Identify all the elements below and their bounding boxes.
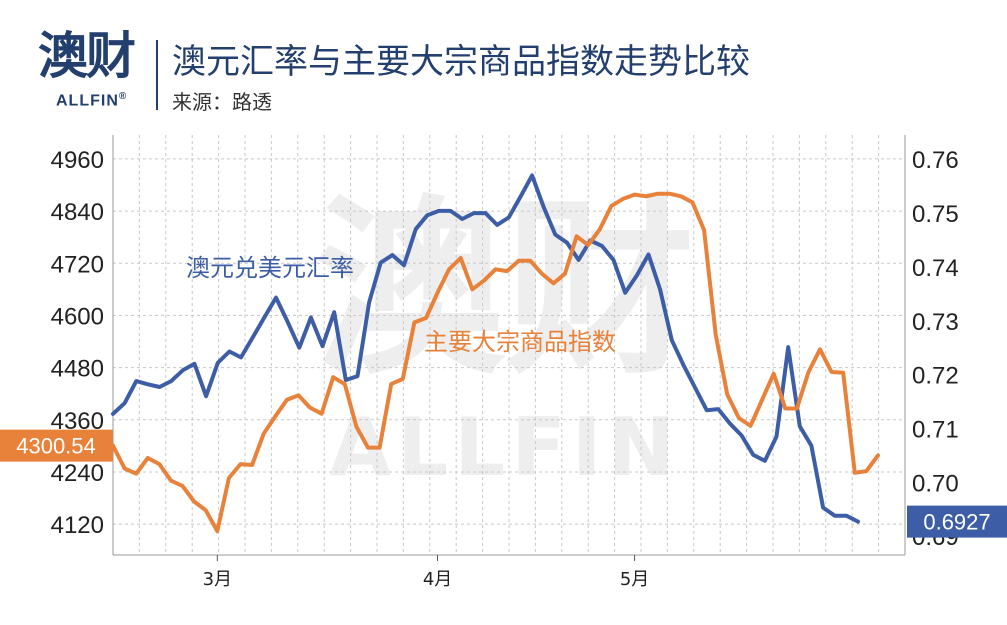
x-tick-label: 4月 — [423, 569, 452, 590]
right-axis: 0.760.750.740.730.720.710.700.69 — [912, 147, 959, 551]
left-tick-label: 4120 — [51, 512, 104, 539]
right-tick-label: 0.73 — [912, 309, 959, 336]
left-tick-label: 4960 — [51, 147, 104, 174]
aud-end-value: 0.6927 — [923, 510, 990, 535]
x-tick-label: 5月 — [620, 569, 649, 590]
right-tick-label: 0.71 — [912, 416, 959, 443]
right-tick-label: 0.72 — [912, 363, 959, 390]
chart-source: 来源：路透 — [172, 90, 272, 114]
left-tick-label: 4240 — [51, 460, 104, 487]
right-tick-label: 0.70 — [912, 470, 959, 497]
commodity-series-label: 主要大宗商品指数 — [424, 328, 616, 356]
aud-usd-line — [111, 173, 860, 524]
aud-end-badge — [907, 505, 1007, 538]
chart-title: 澳元汇率与主要大宗商品指数走势比较 — [172, 42, 750, 82]
x-axis: 3月 4月 5月 — [203, 555, 649, 590]
header: 澳财 ALLFIN® 澳元汇率与主要大宗商品指数走势比较 来源：路透 — [0, 0, 1007, 125]
right-tick-label: 0.74 — [912, 255, 959, 282]
brand-logo: 澳财 — [38, 27, 136, 85]
series-lines — [111, 173, 880, 534]
left-tick-label: 4720 — [51, 251, 104, 278]
grid — [112, 135, 906, 556]
right-tick-label: 0.75 — [912, 201, 959, 228]
registered-mark: ® — [118, 91, 128, 102]
right-tick-label: 0.76 — [912, 147, 959, 174]
watermark-logo: 澳财 — [315, 179, 695, 400]
commodity-start-badge — [0, 429, 113, 462]
watermark-text: ALLFIN — [329, 401, 680, 494]
commodity-index-line — [111, 191, 880, 534]
commodity-start-value: 4300.54 — [16, 434, 96, 459]
brand-name: ALLFIN — [56, 92, 119, 110]
x-tick-label: 3月 — [203, 569, 232, 590]
left-tick-label: 4600 — [51, 303, 104, 330]
brand-logo-text: ALLFIN® — [56, 91, 127, 110]
left-tick-label: 4840 — [51, 199, 104, 226]
header-divider — [156, 40, 158, 110]
aud-series-label: 澳元兑美元汇率 — [186, 254, 354, 282]
left-tick-label: 4480 — [51, 356, 104, 383]
